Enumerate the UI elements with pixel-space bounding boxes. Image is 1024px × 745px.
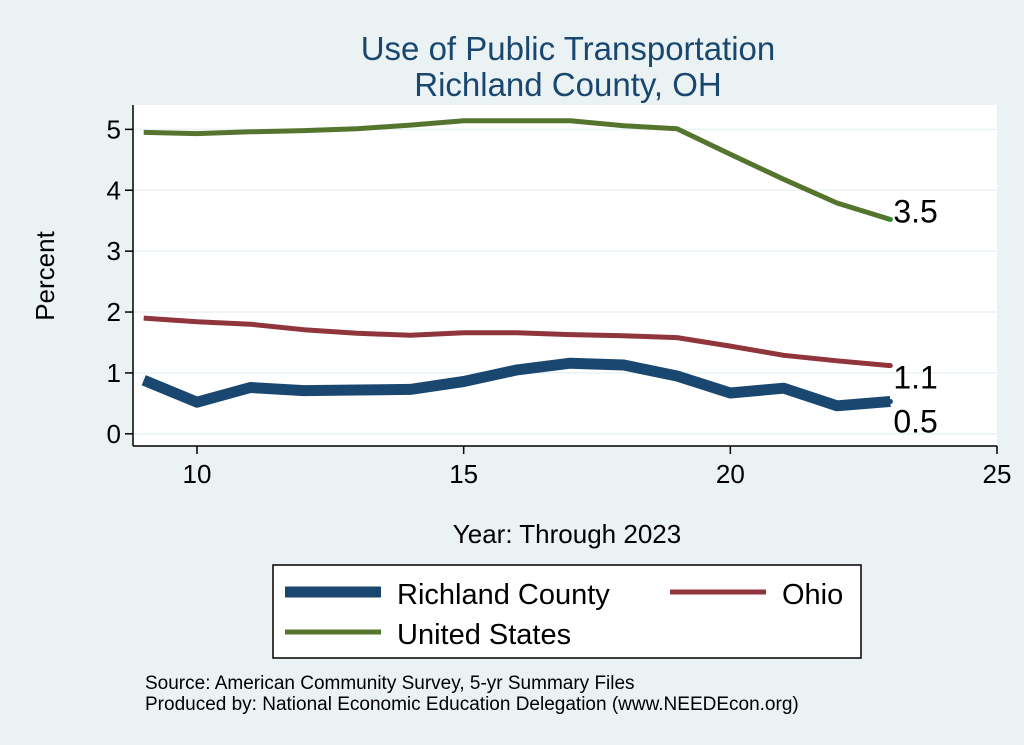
x-tick-label: 25: [983, 459, 1012, 489]
legend-label-richland: Richland County: [397, 579, 610, 611]
end-labels: 3.5 1.1 0.5: [893, 193, 937, 439]
chart-subtitle: Richland County, OH: [414, 66, 722, 103]
x-axis-title: Year: Through 2023: [453, 519, 681, 549]
legend-item-ohio: Ohio: [670, 579, 843, 611]
x-tick-label: 15: [449, 459, 478, 489]
x-tick-label: 20: [716, 459, 745, 489]
end-point-richland: [887, 399, 893, 405]
series-layer: [141, 118, 893, 412]
chart-title: Use of Public Transportation: [361, 30, 776, 67]
producer-note: Produced by: National Economic Education…: [145, 694, 799, 715]
plot-area: [133, 105, 997, 446]
y-tick-label: 2: [107, 297, 121, 327]
source-note: Source: American Community Survey, 5-yr …: [145, 673, 635, 694]
series-line-richland: [141, 357, 891, 412]
legend-box: [272, 564, 862, 659]
series-line-ohio: [143, 315, 891, 369]
legend-item-richland: Richland County: [285, 579, 610, 611]
y-tick-label: 4: [107, 175, 121, 205]
end-label-ohio: 1.1: [893, 360, 937, 396]
y-tick-label: 1: [107, 358, 121, 388]
end-label-richland: 0.5: [893, 404, 937, 440]
y-tick-label: 0: [107, 419, 121, 449]
y-tick-label: 3: [107, 236, 121, 266]
end-label-united-states: 3.5: [893, 193, 937, 229]
end-point-united-states: [887, 216, 893, 222]
y-ticks: 0 1 2 3 4 5: [107, 114, 133, 449]
x-ticks: 10 15 20 25: [183, 446, 1012, 489]
legend-label-ohio: Ohio: [782, 579, 843, 611]
series-line-united-states: [143, 118, 892, 222]
legend-label-united-states: United States: [397, 619, 571, 651]
y-tick-label: 5: [107, 114, 121, 144]
legend-item-united-states: United States: [285, 619, 571, 651]
x-tick-label: 10: [183, 459, 212, 489]
y-axis-title: Percent: [30, 230, 60, 320]
end-point-ohio: [887, 363, 893, 369]
